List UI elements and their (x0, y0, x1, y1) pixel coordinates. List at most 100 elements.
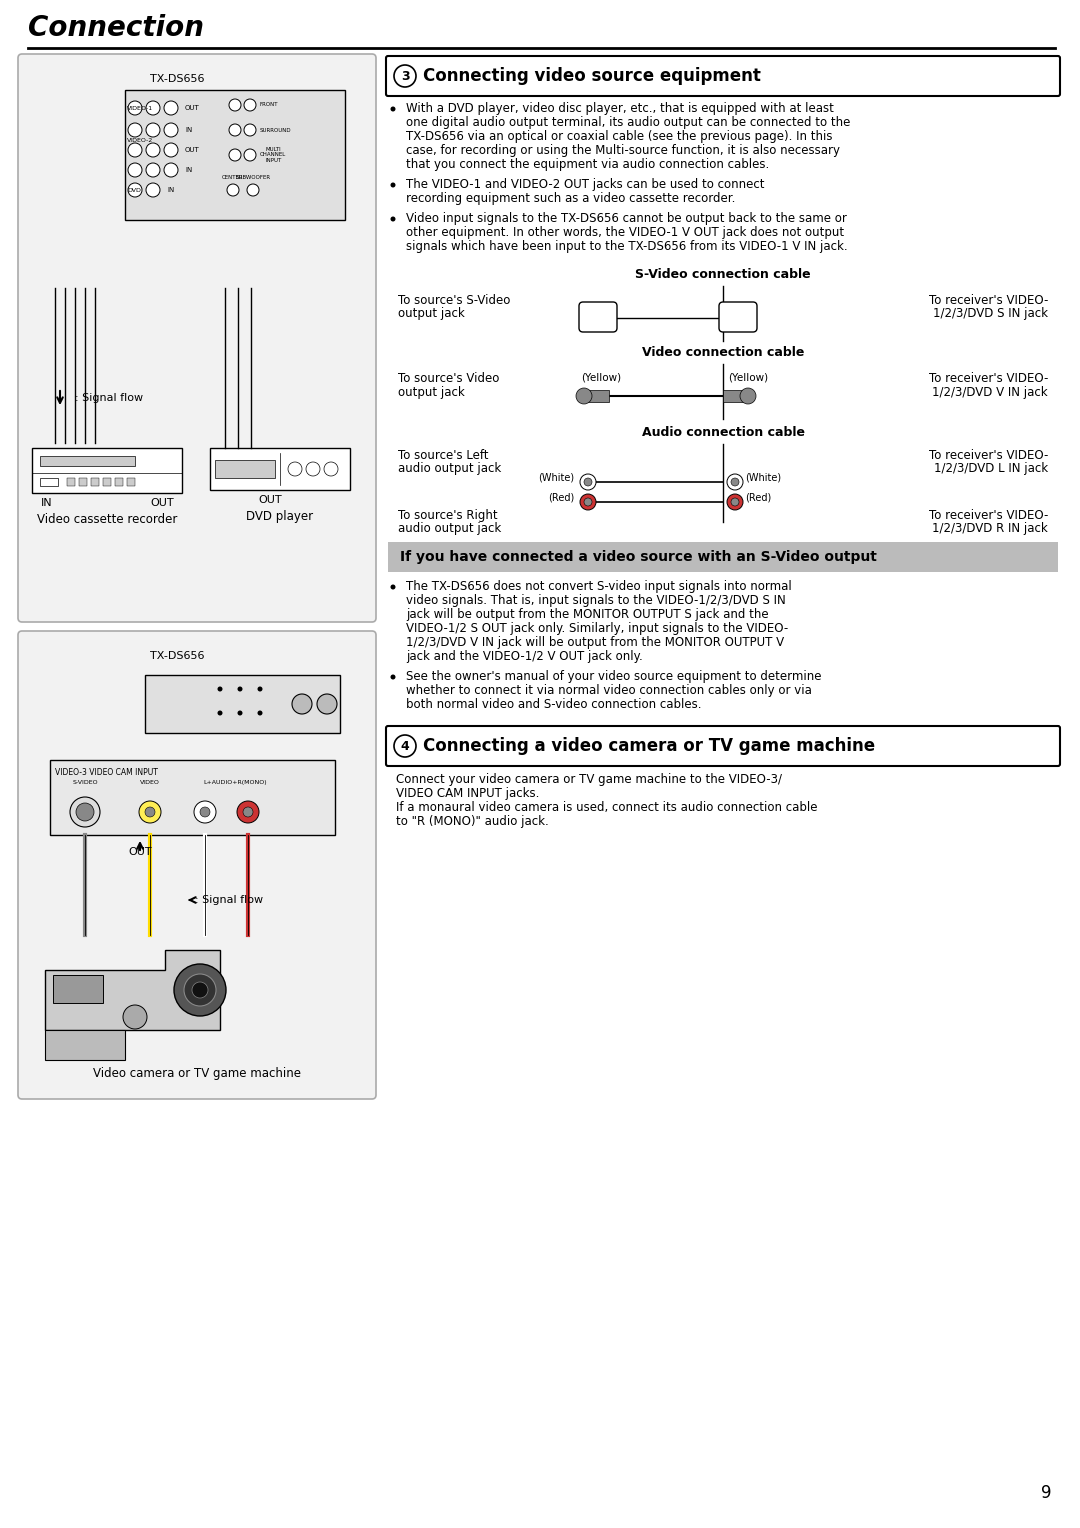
Bar (114, 478, 123, 486)
Text: VIDEO-3 VIDEO CAM INPUT: VIDEO-3 VIDEO CAM INPUT (55, 769, 158, 778)
Circle shape (238, 686, 243, 692)
Bar (145, 675, 340, 733)
Text: jack will be output from the MONITOR OUTPUT S jack and the: jack will be output from the MONITOR OUT… (406, 608, 769, 620)
Bar (388, 542, 1058, 571)
Bar (584, 390, 609, 402)
Text: SUBWOOFER: SUBWOOFER (235, 176, 271, 180)
Circle shape (164, 163, 178, 177)
Bar (125, 90, 345, 220)
Text: 1/2/3/DVD V IN jack will be output from the MONITOR OUTPUT V: 1/2/3/DVD V IN jack will be output from … (406, 636, 784, 649)
Text: Connect your video camera or TV game machine to the VIDEO-3/: Connect your video camera or TV game mac… (396, 773, 782, 785)
Circle shape (229, 150, 241, 160)
Bar (103, 478, 111, 486)
Text: : Signal flow: : Signal flow (75, 393, 144, 403)
Text: Audio connection cable: Audio connection cable (642, 426, 805, 439)
Circle shape (391, 674, 395, 680)
Circle shape (194, 801, 216, 824)
Circle shape (217, 686, 222, 692)
Circle shape (70, 798, 100, 827)
Circle shape (146, 122, 160, 138)
Text: output jack: output jack (399, 387, 464, 399)
Text: IN: IN (185, 127, 192, 133)
Circle shape (391, 107, 395, 112)
Circle shape (139, 801, 161, 824)
Text: both normal video and S-video connection cables.: both normal video and S-video connection… (406, 698, 702, 711)
Text: OUT: OUT (185, 147, 200, 153)
Circle shape (580, 474, 596, 490)
Text: To source's Left: To source's Left (399, 449, 488, 461)
Text: (White): (White) (538, 474, 573, 483)
Text: TX-DS656 via an optical or coaxial cable (see the previous page). In this: TX-DS656 via an optical or coaxial cable… (406, 130, 833, 144)
Bar (79, 478, 87, 486)
Text: VIDEO-1: VIDEO-1 (127, 105, 153, 110)
Bar (127, 478, 135, 486)
Text: See the owner's manual of your video source equipment to determine: See the owner's manual of your video sou… (406, 669, 822, 683)
Text: that you connect the equipment via audio connection cables.: that you connect the equipment via audio… (406, 157, 769, 171)
Text: SURROUND: SURROUND (260, 127, 292, 133)
Text: audio output jack: audio output jack (399, 523, 501, 535)
Circle shape (200, 807, 210, 817)
Circle shape (217, 711, 222, 715)
Text: (Yellow): (Yellow) (581, 371, 621, 382)
Text: If a monaural video camera is used, connect its audio connection cable: If a monaural video camera is used, conn… (396, 801, 818, 814)
Text: jack and the VIDEO-1/2 V OUT jack only.: jack and the VIDEO-1/2 V OUT jack only. (406, 649, 643, 663)
Bar (210, 448, 350, 490)
FancyBboxPatch shape (386, 726, 1059, 766)
Text: other equipment. In other words, the VIDEO-1 V OUT jack does not output: other equipment. In other words, the VID… (406, 226, 845, 238)
Text: : Signal flow: : Signal flow (195, 895, 264, 905)
Bar (45, 1030, 125, 1060)
Circle shape (146, 183, 160, 197)
Text: 1/2/3/DVD V IN jack: 1/2/3/DVD V IN jack (932, 387, 1048, 399)
Circle shape (164, 122, 178, 138)
Circle shape (394, 66, 416, 87)
Text: The VIDEO-1 and VIDEO-2 OUT jacks can be used to connect: The VIDEO-1 and VIDEO-2 OUT jacks can be… (406, 177, 765, 191)
Circle shape (394, 735, 416, 756)
Text: To receiver's VIDEO-: To receiver's VIDEO- (929, 293, 1048, 307)
Text: OUT: OUT (258, 495, 282, 504)
Text: Video input signals to the TX-DS656 cannot be output back to the same or: Video input signals to the TX-DS656 cann… (406, 212, 847, 225)
Text: output jack: output jack (399, 307, 464, 319)
Circle shape (318, 694, 337, 714)
Circle shape (184, 973, 216, 1005)
Text: CENTER: CENTER (222, 176, 244, 180)
Circle shape (129, 144, 141, 157)
Circle shape (244, 99, 256, 112)
Circle shape (257, 711, 262, 715)
Text: one digital audio output terminal, its audio output can be connected to the: one digital audio output terminal, its a… (406, 116, 850, 128)
Text: Video camera or TV game machine: Video camera or TV game machine (93, 1067, 301, 1080)
Circle shape (292, 694, 312, 714)
FancyBboxPatch shape (386, 57, 1059, 96)
Bar (215, 460, 275, 478)
FancyBboxPatch shape (579, 303, 617, 332)
Text: If you have connected a video source with an S-Video output: If you have connected a video source wit… (400, 550, 877, 564)
Text: 1/2/3/DVD R IN jack: 1/2/3/DVD R IN jack (932, 523, 1048, 535)
Circle shape (288, 461, 302, 477)
Text: signals which have been input to the TX-DS656 from its VIDEO-1 V IN jack.: signals which have been input to the TX-… (406, 240, 848, 254)
Circle shape (129, 163, 141, 177)
Text: To source's Right: To source's Right (399, 509, 498, 523)
Text: video signals. That is, input signals to the VIDEO-1/2/3/DVD S IN: video signals. That is, input signals to… (406, 594, 786, 607)
Text: S-Video connection cable: S-Video connection cable (635, 267, 811, 281)
Polygon shape (45, 950, 220, 1030)
Text: Video cassette recorder: Video cassette recorder (37, 513, 177, 526)
Circle shape (229, 124, 241, 136)
Text: recording equipment such as a video cassette recorder.: recording equipment such as a video cass… (406, 193, 735, 205)
Text: whether to connect it via normal video connection cables only or via: whether to connect it via normal video c… (406, 685, 812, 697)
Text: Connecting video source equipment: Connecting video source equipment (423, 67, 761, 86)
FancyBboxPatch shape (18, 53, 376, 622)
FancyBboxPatch shape (18, 631, 376, 1099)
Bar (32, 448, 183, 494)
Circle shape (391, 217, 395, 222)
Text: (Red): (Red) (548, 494, 573, 503)
Text: audio output jack: audio output jack (399, 461, 501, 475)
Circle shape (146, 101, 160, 115)
Circle shape (244, 150, 256, 160)
Bar (40, 478, 58, 486)
Text: VIDEO-1/2 S OUT jack only. Similarly, input signals to the VIDEO-: VIDEO-1/2 S OUT jack only. Similarly, in… (406, 622, 788, 636)
Circle shape (238, 711, 243, 715)
Text: To source's S-Video: To source's S-Video (399, 293, 511, 307)
Text: Connecting a video camera or TV game machine: Connecting a video camera or TV game mac… (423, 736, 875, 755)
Text: 1/2/3/DVD S IN jack: 1/2/3/DVD S IN jack (933, 307, 1048, 319)
Circle shape (129, 122, 141, 138)
Text: To receiver's VIDEO-: To receiver's VIDEO- (929, 449, 1048, 461)
